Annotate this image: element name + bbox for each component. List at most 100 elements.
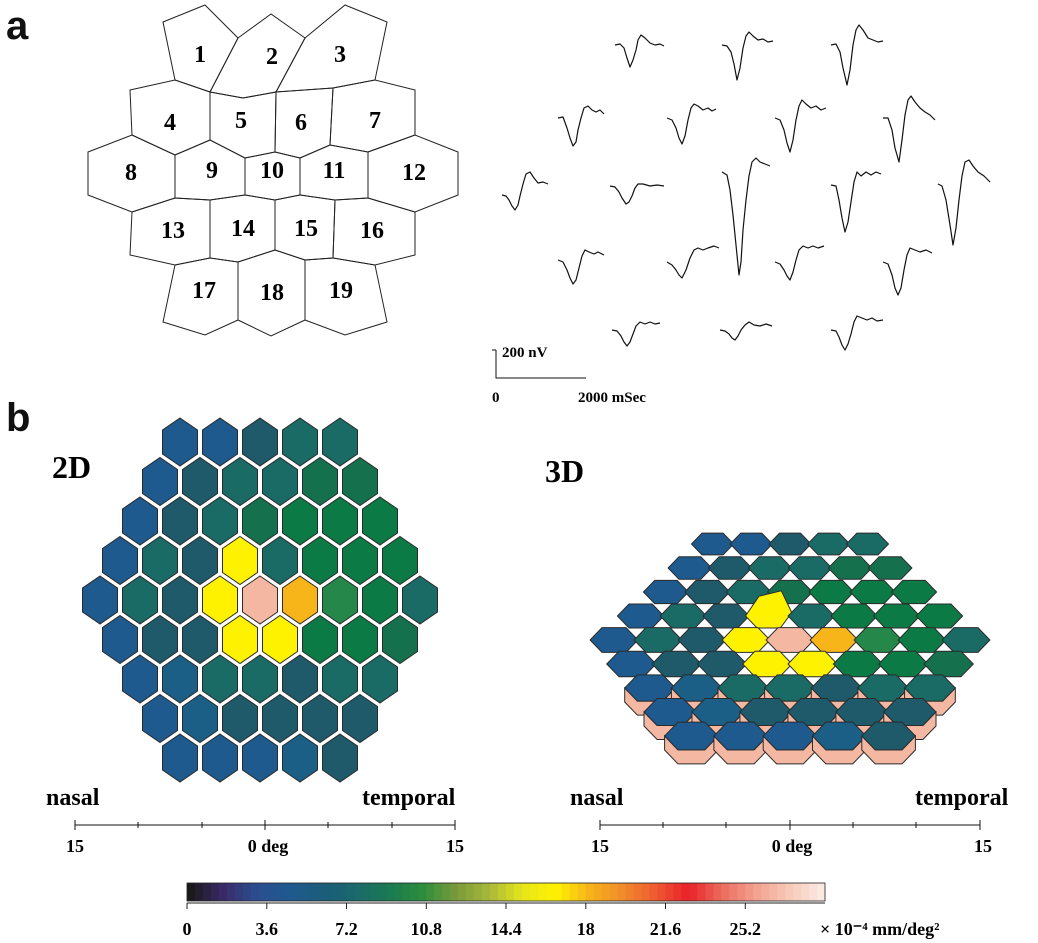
waveform-array <box>501 24 991 351</box>
map-2d-cell <box>262 456 298 507</box>
colorbar-segment <box>793 883 802 901</box>
map-3d-cell <box>832 650 884 678</box>
scale-amplitude-label: 200 nV <box>502 345 548 361</box>
layout-hex-19 <box>304 257 388 336</box>
map-2d-cell <box>162 496 198 546</box>
map-3d-cell <box>861 721 917 751</box>
map-2d-cell <box>122 496 158 546</box>
panel-label-b: b <box>6 396 31 440</box>
map-2d-cell <box>222 693 258 744</box>
map-2d-cell <box>322 654 358 704</box>
map-3d-cell <box>845 532 890 556</box>
map-3d-cell <box>890 579 938 605</box>
layout-number-19: 19 <box>329 278 353 304</box>
map-3d-cell <box>677 627 727 653</box>
map-3d-cell <box>941 627 991 653</box>
map-3d-cell <box>765 627 815 653</box>
map-2d-cell <box>182 535 218 586</box>
map-2d-axis-left: 15 <box>66 836 84 856</box>
map-2d-cell <box>282 575 318 625</box>
map-3d-cell <box>747 556 793 580</box>
colorbar-segment <box>210 883 220 901</box>
map-2d-cell <box>342 693 378 744</box>
map-2d-temporal-label: temporal <box>362 785 456 811</box>
colorbar-segment <box>585 883 595 901</box>
colorbar-segment <box>777 883 786 901</box>
colorbar-segment <box>522 883 531 901</box>
map-2d-cell <box>382 535 418 586</box>
colorbar-tick-label: 25.2 <box>730 919 762 939</box>
map-2d-cell <box>282 733 318 783</box>
colorbar-segment <box>601 883 611 901</box>
colorbar-segment <box>474 883 483 901</box>
map-3d-cell <box>830 603 878 629</box>
waveform-trace-17 <box>611 321 661 347</box>
map-2d-cell <box>262 535 298 586</box>
map-3d-cell <box>849 579 896 605</box>
scale-time-end: 2000 mSec <box>578 390 646 406</box>
map-2d-cell <box>242 654 278 704</box>
waveform-trace-7 <box>883 95 936 163</box>
map-3d-cell <box>915 603 964 629</box>
map-3d-cell <box>702 603 750 629</box>
colorbar-segment <box>753 883 762 901</box>
waveform-trace-9 <box>609 183 665 205</box>
map-3d-cell <box>787 556 833 580</box>
layout-number-4: 4 <box>164 110 176 136</box>
colorbar-segment <box>434 883 443 901</box>
colorbar-tick-label: 14.4 <box>490 919 522 939</box>
map-2d-cell <box>182 456 218 507</box>
colorbar-segment <box>378 883 387 901</box>
map-2d-cell <box>362 654 398 704</box>
colorbar-segment <box>809 883 818 901</box>
colorbar-segment <box>410 883 419 901</box>
layout-number-2: 2 <box>266 44 278 70</box>
scale-time-start: 0 <box>492 390 500 406</box>
map-2d-cell <box>342 535 378 586</box>
map-3d-axis <box>599 820 981 830</box>
map-3d-cell <box>707 556 753 580</box>
waveform-trace-4 <box>557 105 605 147</box>
map-3d-cell <box>663 721 719 751</box>
map-3d-cell <box>872 603 921 629</box>
map-3d-cell <box>827 556 873 580</box>
colorbar-segment <box>234 883 244 901</box>
map-3d <box>589 532 991 765</box>
map-3d-title: 3D <box>545 453 584 489</box>
colorbar-segment <box>386 883 395 901</box>
colorbar-segment <box>458 883 467 901</box>
map-3d-axis-center: 0 deg <box>772 836 813 856</box>
waveform-trace-8 <box>501 171 549 211</box>
waveform-trace-12 <box>937 159 991 246</box>
colorbar-segment <box>705 883 714 901</box>
waveform-trace-5 <box>666 103 717 145</box>
colorbar-segment <box>330 883 340 901</box>
colorbar-segment <box>195 883 204 901</box>
waveform-trace-18 <box>719 321 773 341</box>
map-3d-cell <box>651 650 702 678</box>
map-3d-cell <box>696 650 748 678</box>
colorbar-segment <box>298 883 308 901</box>
layout-number-5: 5 <box>235 108 247 134</box>
colorbar-segment <box>322 883 332 901</box>
map-2d-cell <box>302 614 338 665</box>
colorbar-segment <box>306 883 316 901</box>
colorbar-segment <box>713 883 722 901</box>
colorbar-segment <box>282 883 292 901</box>
colorbar-segment <box>641 883 651 901</box>
layout-number-11: 11 <box>323 158 346 184</box>
colorbar-segment <box>354 883 363 901</box>
map-2d-cell <box>262 693 298 744</box>
colorbar-segment <box>665 883 674 901</box>
waveform-trace-19 <box>830 315 884 351</box>
waveform-trace-1 <box>614 34 665 68</box>
map-2d-cell <box>282 654 318 704</box>
colorbar-segment <box>442 883 451 901</box>
map-3d-cell <box>659 603 708 629</box>
map-2d-cell <box>202 654 238 704</box>
layout-number-12: 12 <box>402 160 426 186</box>
colorbar-tick-label: 0 <box>183 919 192 939</box>
colorbar-segment <box>187 883 196 901</box>
map-2d-cell <box>82 575 118 625</box>
waveform-trace-15 <box>774 245 825 281</box>
